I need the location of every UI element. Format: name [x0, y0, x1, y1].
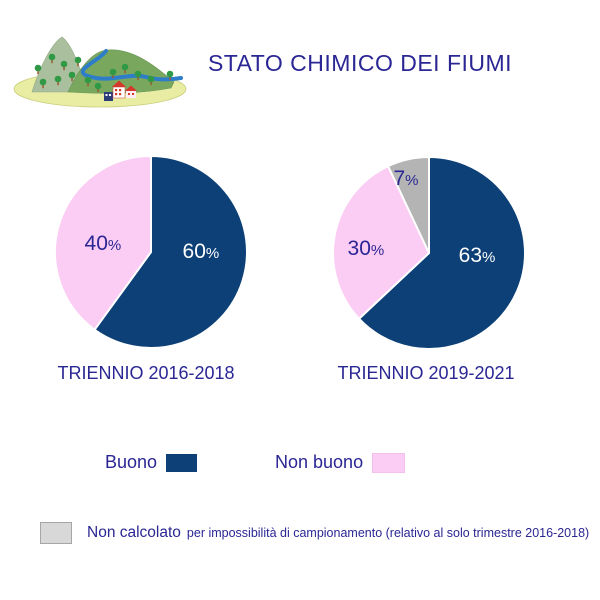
- pie-slice-value-buono: 60%: [183, 240, 220, 263]
- note-non-calcolato: Non calcolato per impossibilità di campi…: [40, 522, 589, 544]
- pie-caption-2019-2021: TRIENNIO 2019-2021: [337, 363, 515, 383]
- pie-2016-2018-svg: 60% 40%: [54, 155, 248, 349]
- pie-chart-2016-2018: 60% 40%: [41, 142, 261, 362]
- legend-label-non-buono: Non buono: [275, 452, 364, 472]
- legend-item-non-buono: Non buono: [275, 452, 406, 473]
- legend: Buono Non buono: [0, 452, 600, 476]
- legend-swatch-buono: [166, 453, 198, 472]
- page-title: STATO CHIMICO DEI FIUMI: [207, 50, 513, 76]
- pie-caption-2016-2018: TRIENNIO 2016-2018: [57, 363, 235, 383]
- pie-slice-value-non-buono: 40%: [85, 232, 122, 255]
- pie-slice-value-non-calcolato: 7%: [393, 167, 418, 190]
- legend-swatch-non-buono: [372, 452, 406, 473]
- note-text: per impossibilità di campionamento (rela…: [186, 526, 590, 540]
- pie-chart-2019-2021: 63% 30% 7%: [319, 143, 539, 363]
- logo-river: [80, 49, 183, 82]
- note-label: Non calcolato: [87, 524, 181, 541]
- pie-slice-buono: [93, 155, 248, 349]
- pie-slice-value-non-buono: 30%: [348, 237, 385, 260]
- logo-landscape-svg: [13, 36, 187, 108]
- pie-2019-2021-svg: 63% 30% 7%: [332, 156, 526, 350]
- logo-houses: [104, 80, 137, 101]
- logo-landscape: [12, 30, 192, 110]
- note-swatch-gray: [40, 522, 72, 544]
- pie-slice-value-buono: 63%: [459, 244, 496, 267]
- pie-slice-non-buono: [54, 155, 152, 331]
- pie-slice-buono: [358, 156, 526, 350]
- pie-slice-non-calcolato: [387, 156, 430, 254]
- legend-label-buono: Buono: [105, 452, 158, 472]
- legend-item-buono: Buono: [105, 452, 198, 473]
